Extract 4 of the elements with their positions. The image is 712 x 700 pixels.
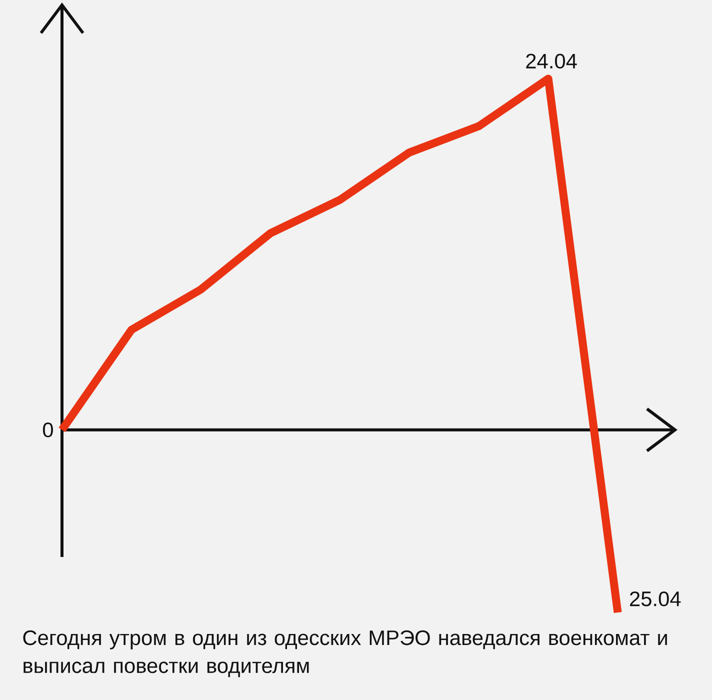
text: Сегодня утром в один из одесских МРЭО наведался военкомат и выписал повестки водителям xyxy=(23,630,667,678)
text: 24.04 xyxy=(526,54,577,69)
text: 0 xyxy=(42,422,53,438)
annotation: 25.04 xyxy=(630,591,681,606)
